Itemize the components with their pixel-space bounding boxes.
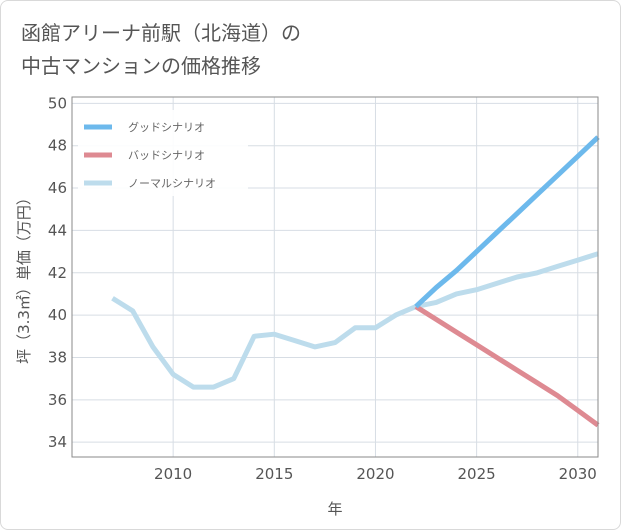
tick-labels: 2010 2015 2020 2025 2030 34 36 38 40 42 44 46 48 50 [48,94,597,483]
x-tick-label-2020: 2020 [356,465,394,483]
series-line-good [414,135,600,309]
y-tick-label-46: 46 [48,179,67,197]
series-line-bad [414,304,600,428]
series-lines [111,135,600,428]
plot-frame [71,96,599,458]
chart-title-line-1: 函館アリーナ前駅（北海道）の [21,21,301,45]
legend-label-good: グッドシナリオ [128,120,205,134]
chart-title: 函館アリーナ前駅（北海道）の 中古マンションの価格推移 [21,17,301,83]
x-axis-title: 年 [327,500,342,518]
x-tick-label-2010: 2010 [154,465,192,483]
y-tick-label-50: 50 [48,94,67,112]
y-tick-label-36: 36 [48,391,67,409]
x-tick-label-2030: 2030 [559,465,597,483]
legend-label-normal: ノーマルシナリオ [128,177,216,190]
plot-area-border [71,96,599,458]
y-axis-title: 坪（3.3㎡）単価（万円） [15,190,33,364]
chart-title-line-2: 中古マンションの価格推移 [21,54,261,78]
series-line-normal [111,251,599,390]
y-tick-label-44: 44 [48,221,67,239]
y-tick-label-48: 48 [48,137,67,155]
x-tick-label-2015: 2015 [255,465,293,483]
y-tick-label-38: 38 [48,348,67,366]
y-tick-label-42: 42 [48,264,67,282]
legend-label-bad: バッドシナリオ [128,149,205,162]
y-tick-label-40: 40 [48,306,67,324]
x-tick-label-2025: 2025 [458,465,496,483]
y-tick-label-34: 34 [48,433,67,451]
